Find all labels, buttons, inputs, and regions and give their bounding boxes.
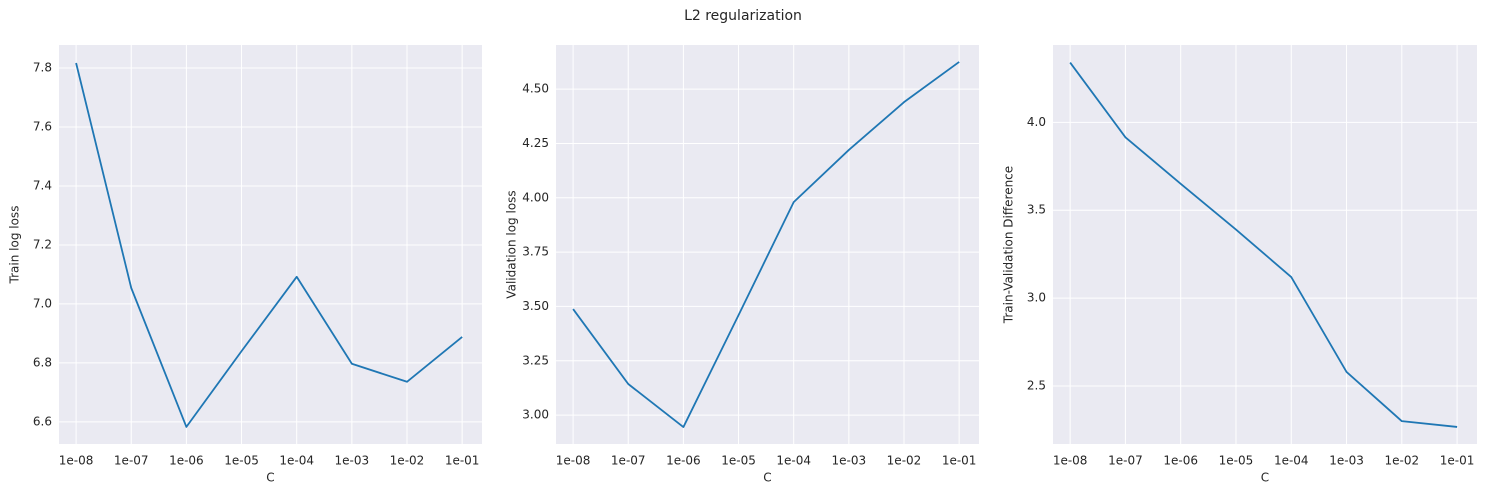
x-tick-label: 1e-04 [1274, 454, 1309, 468]
x-tick-label: 1e-05 [224, 454, 259, 468]
x-tick-label: 1e-02 [390, 454, 425, 468]
x-tick-label: 1e-08 [59, 454, 94, 468]
y-axis-label: Validation log loss [505, 190, 519, 298]
x-axis-label: C [1261, 471, 1269, 485]
x-tick-label: 1e-06 [1163, 454, 1198, 468]
x-tick-label: 1e-01 [1440, 454, 1475, 468]
y-tick-label: 7.4 [33, 178, 52, 192]
y-tick-label: 7.6 [33, 119, 52, 133]
x-tick-label: 1e-03 [335, 454, 370, 468]
x-axis-label: C [266, 471, 274, 485]
y-tick-label: 4.0 [1027, 115, 1046, 129]
y-tick-label: 7.8 [33, 61, 52, 75]
plot-area [1053, 45, 1477, 444]
x-tick-label: 1e-04 [279, 454, 314, 468]
plot-area [556, 45, 979, 444]
x-tick-label: 1e-08 [556, 454, 591, 468]
y-tick-label: 6.8 [33, 355, 52, 369]
x-tick-label: 1e-05 [721, 454, 756, 468]
figure-title: L2 regularization [684, 8, 802, 24]
x-tick-label: 1e-03 [1329, 454, 1364, 468]
x-tick-label: 1e-01 [445, 454, 480, 468]
y-tick-label: 3.00 [522, 408, 549, 422]
x-tick-label: 1e-01 [942, 454, 977, 468]
x-tick-label: 1e-08 [1053, 454, 1088, 468]
data-line [572, 61, 960, 428]
x-tick-label: 1e-07 [114, 454, 149, 468]
y-tick-label: 4.00 [522, 190, 549, 204]
x-axis-label: C [763, 471, 771, 485]
y-tick-label: 3.50 [522, 299, 549, 313]
y-tick-label: 7.2 [33, 237, 52, 251]
y-tick-label: 3.5 [1027, 203, 1046, 217]
x-tick-label: 1e-02 [1385, 454, 1420, 468]
x-tick-label: 1e-06 [169, 454, 204, 468]
y-tick-label: 2.5 [1027, 378, 1046, 392]
y-tick-label: 3.25 [522, 353, 549, 367]
x-tick-label: 1e-07 [1108, 454, 1143, 468]
x-tick-label: 1e-06 [666, 454, 701, 468]
y-tick-label: 3.75 [522, 245, 549, 259]
x-tick-label: 1e-03 [832, 454, 867, 468]
x-tick-label: 1e-07 [611, 454, 646, 468]
y-axis-label: Train log loss [8, 206, 22, 285]
y-tick-label: 6.6 [33, 414, 52, 428]
y-tick-label: 4.50 [522, 82, 549, 96]
x-tick-label: 1e-05 [1219, 454, 1254, 468]
data-line [1069, 62, 1458, 428]
y-axis-label: Train-Validation Difference [1002, 166, 1016, 324]
x-tick-label: 1e-02 [887, 454, 922, 468]
x-tick-label: 1e-04 [776, 454, 811, 468]
data-line [75, 62, 463, 428]
y-tick-label: 4.25 [522, 136, 549, 150]
y-tick-label: 3.0 [1027, 291, 1046, 305]
y-tick-label: 7.0 [33, 296, 52, 310]
